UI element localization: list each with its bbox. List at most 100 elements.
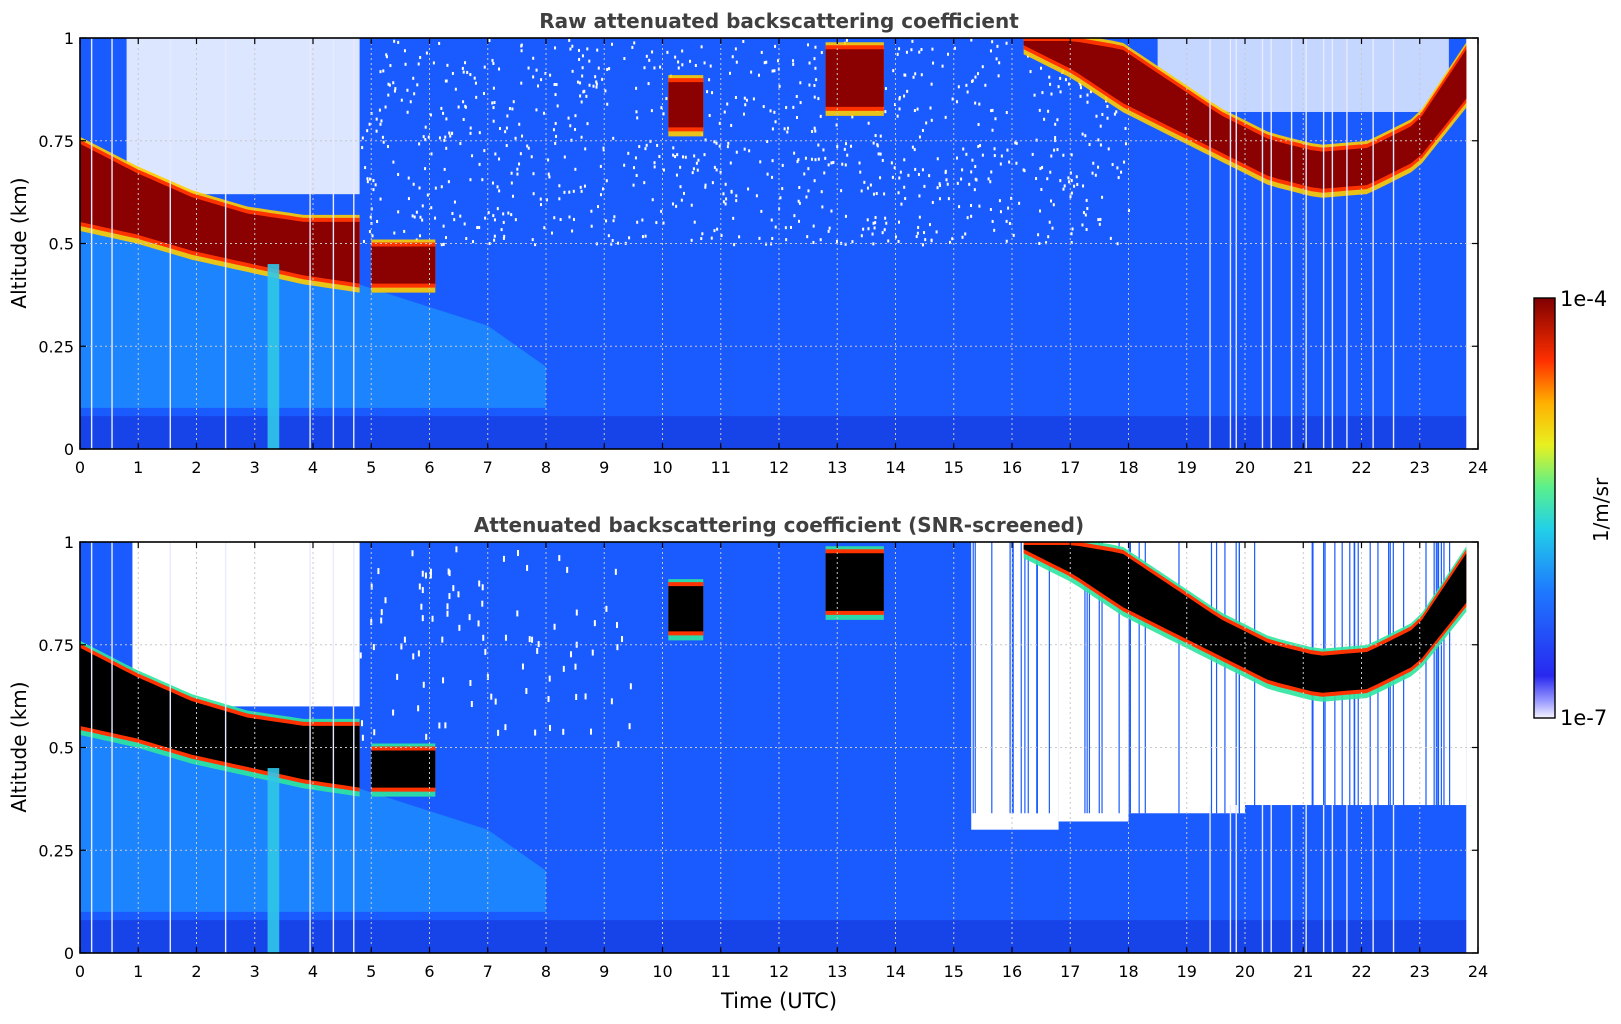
noise-speck xyxy=(1038,108,1041,112)
noise-speck xyxy=(1067,82,1070,86)
noise-speck xyxy=(453,218,456,222)
noise-speck xyxy=(930,118,933,122)
noise-speck xyxy=(483,149,486,153)
noise-speck xyxy=(726,145,729,149)
noise-speck xyxy=(1086,207,1089,211)
noise-speck xyxy=(553,623,556,630)
noise-speck xyxy=(617,241,620,245)
noise-speck xyxy=(722,192,725,196)
noise-speck xyxy=(765,60,768,64)
noise-speck xyxy=(1068,180,1071,184)
noise-speck xyxy=(1006,148,1009,152)
panel1-x-tick-label: 4 xyxy=(308,458,318,477)
noise-speck xyxy=(498,189,501,193)
noise-speck xyxy=(697,158,700,162)
noise-speck xyxy=(554,93,557,97)
noise-speck xyxy=(396,673,399,680)
noise-speck xyxy=(373,729,376,736)
panel2-x-tick-label: 24 xyxy=(1468,962,1488,981)
noise-speck xyxy=(897,191,900,195)
noise-speck xyxy=(478,580,481,587)
noise-speck xyxy=(798,201,801,205)
noise-speck xyxy=(427,135,430,139)
noise-speck xyxy=(1070,191,1073,195)
noise-speck xyxy=(413,215,416,219)
noise-speck xyxy=(914,72,917,76)
panel1-x-tick-label: 6 xyxy=(424,458,434,477)
noise-speck xyxy=(611,42,614,46)
noise-speck xyxy=(1082,184,1085,188)
noise-speck xyxy=(879,176,882,180)
noise-speck xyxy=(1085,198,1088,202)
noise-speck xyxy=(690,238,693,242)
noise-speck xyxy=(502,555,505,562)
noise-speck xyxy=(1063,184,1066,188)
panel1-ylabel: Altitude (km) xyxy=(7,177,31,308)
noise-speck xyxy=(491,181,494,185)
noise-speck xyxy=(645,54,648,58)
noise-speck xyxy=(392,709,395,716)
panel2-x-tick-label: 13 xyxy=(827,962,847,981)
noise-speck xyxy=(844,242,847,246)
noise-speck xyxy=(890,161,893,165)
noise-speck xyxy=(1086,100,1089,104)
noise-speck xyxy=(442,111,445,115)
noise-speck xyxy=(615,621,618,628)
noise-speck xyxy=(403,636,406,643)
noise-speck xyxy=(568,215,571,219)
noise-speck xyxy=(799,101,802,105)
noise-speck xyxy=(735,199,738,203)
noise-speck xyxy=(971,158,974,162)
noise-speck xyxy=(676,153,679,157)
noise-speck xyxy=(866,186,869,190)
noise-speck xyxy=(991,108,994,112)
noise-speck xyxy=(504,130,507,134)
panel2-x-tick-label: 5 xyxy=(366,962,376,981)
noise-speck xyxy=(532,56,535,60)
noise-speck xyxy=(470,701,473,708)
noise-speck xyxy=(974,101,977,105)
noise-speck xyxy=(381,135,384,139)
noise-speck xyxy=(835,239,838,243)
panel2-x-tick-label: 9 xyxy=(599,962,609,981)
panel1-x-tick-label: 7 xyxy=(483,458,493,477)
noise-speck xyxy=(962,147,965,151)
noise-speck xyxy=(476,226,479,230)
noise-speck xyxy=(798,185,801,189)
noise-speck xyxy=(1124,142,1127,146)
noise-speck xyxy=(375,117,378,121)
noise-speck xyxy=(693,220,696,224)
panel2-xlabel: Time (UTC) xyxy=(720,989,837,1013)
cloud-descending-cloud-layer xyxy=(1023,545,1467,693)
noise-speck xyxy=(424,138,427,142)
noise-speck xyxy=(643,181,646,185)
noise-speck xyxy=(649,139,652,143)
noise-speck xyxy=(1070,153,1073,157)
noise-speck xyxy=(593,620,596,627)
noise-speck xyxy=(452,585,455,592)
noise-speck xyxy=(974,165,977,169)
noise-speck xyxy=(803,172,806,176)
noise-speck xyxy=(425,51,428,55)
noise-speck xyxy=(388,83,391,87)
panel2-x-tick-label: 20 xyxy=(1235,962,1255,981)
noise-speck xyxy=(554,121,557,125)
panel2-x-tick-label: 22 xyxy=(1351,962,1371,981)
noise-speck xyxy=(987,177,990,181)
noise-speck xyxy=(411,214,414,218)
noise-speck xyxy=(532,192,535,196)
noise-speck xyxy=(521,134,524,138)
noise-speck xyxy=(636,220,639,224)
panel2-x-tick-label: 14 xyxy=(885,962,905,981)
noise-speck xyxy=(464,105,467,109)
panel2-x-tick-label: 19 xyxy=(1177,962,1197,981)
noise-speck xyxy=(724,202,727,206)
noise-speck xyxy=(1101,112,1104,116)
noise-speck xyxy=(559,218,562,222)
noise-speck xyxy=(941,64,944,68)
noise-speck xyxy=(421,218,424,222)
noise-speck xyxy=(553,82,556,86)
noise-speck xyxy=(440,185,443,189)
noise-speck xyxy=(961,168,964,172)
noise-speck xyxy=(916,107,919,111)
